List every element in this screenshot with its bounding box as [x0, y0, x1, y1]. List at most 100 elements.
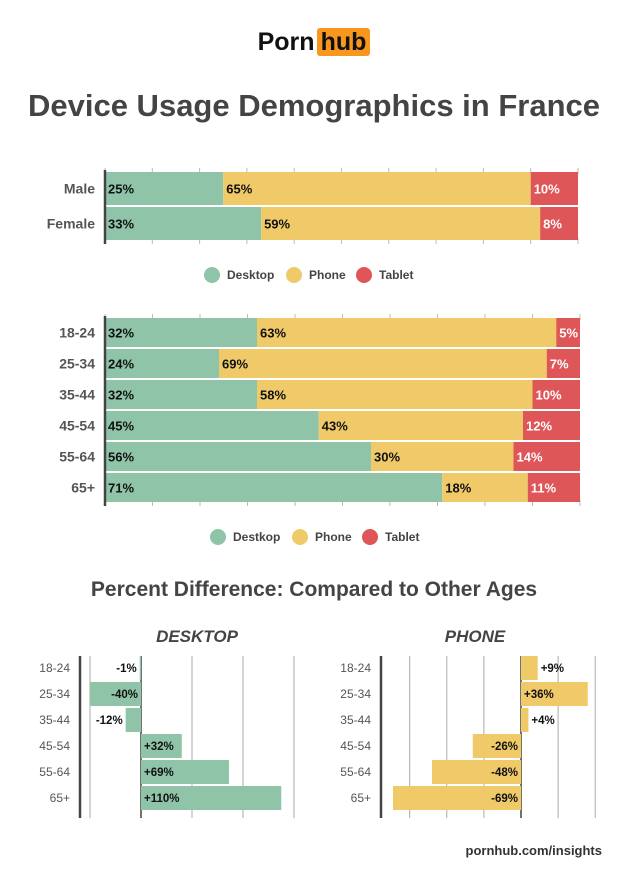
- category-label: Male: [64, 181, 95, 197]
- category-label: Female: [47, 216, 95, 232]
- data-label: 5%: [559, 326, 578, 341]
- bar: [139, 656, 141, 680]
- category-label: 25-34: [340, 687, 371, 701]
- category-label: 18-24: [59, 325, 95, 341]
- data-label: 11%: [531, 481, 557, 496]
- section-subtitle: Percent Difference: Compared to Other Ag…: [90, 578, 538, 601]
- bar: [472, 734, 521, 758]
- data-label: 63%: [260, 326, 286, 341]
- category-label: 45-54: [340, 739, 371, 753]
- legend-label: Destkop: [233, 530, 280, 544]
- bar-segment-phone: [223, 172, 531, 205]
- data-label: 14%: [517, 450, 543, 465]
- data-label: 24%: [108, 357, 134, 372]
- bar-segment-destkop: [105, 473, 443, 502]
- bar-segment-destkop: [105, 349, 219, 378]
- data-label: +69%: [144, 767, 174, 779]
- category-label: 55-64: [39, 765, 70, 779]
- data-label: -69%: [491, 793, 518, 805]
- data-label: +110%: [144, 793, 180, 805]
- legend-label: Phone: [309, 268, 346, 282]
- bar-segment-tablet: [523, 411, 580, 440]
- bar-segment-phone: [257, 318, 557, 347]
- data-label: 32%: [108, 326, 134, 341]
- data-label: +4%: [531, 715, 554, 727]
- data-label: 32%: [108, 388, 134, 403]
- data-label: 8%: [543, 217, 562, 232]
- data-label: 12%: [526, 419, 552, 434]
- data-label: 58%: [260, 388, 286, 403]
- legend-marker: [210, 529, 226, 545]
- bar-segment-desktop: [105, 172, 224, 205]
- legend-marker: [356, 267, 372, 283]
- bar-segment-phone: [261, 207, 541, 240]
- category-label: 55-64: [340, 765, 371, 779]
- bar-segment-tablet: [546, 349, 580, 378]
- bar: [431, 760, 521, 784]
- footer-link[interactable]: pornhub.com/insights: [465, 843, 603, 858]
- data-label: -12%: [96, 715, 123, 727]
- data-label: 10%: [534, 182, 560, 197]
- bar-segment-tablet: [527, 473, 580, 502]
- category-label: 65+: [351, 791, 371, 805]
- bar: [521, 656, 538, 680]
- bar: [141, 786, 282, 810]
- category-label: 65+: [50, 791, 70, 805]
- logo: Porn hub: [0, 28, 628, 57]
- data-label: 69%: [222, 357, 248, 372]
- data-label: 18%: [445, 481, 471, 496]
- category-label: 18-24: [39, 661, 70, 675]
- bar: [521, 682, 588, 706]
- bar: [125, 708, 141, 732]
- category-label: 65+: [71, 480, 95, 496]
- desktop-panel-title: DESKTOP: [156, 627, 238, 646]
- bar: [393, 786, 521, 810]
- category-label: 35-44: [59, 387, 95, 403]
- category-label: 45-54: [39, 739, 70, 753]
- bar: [141, 760, 229, 784]
- legend-label: Tablet: [385, 530, 419, 544]
- bar-segment-destkop: [105, 318, 257, 347]
- legend-marker: [286, 267, 302, 283]
- legend-label: Phone: [315, 530, 352, 544]
- page-title: Device Usage Demographics in France: [27, 88, 600, 123]
- data-label: 25%: [108, 182, 134, 197]
- bar-segment-tablet: [532, 380, 580, 409]
- bar-segment-tablet: [540, 207, 578, 240]
- logo-badge: hub: [316, 28, 371, 56]
- category-label: 25-34: [39, 687, 70, 701]
- legend-marker: [204, 267, 220, 283]
- bar: [141, 734, 182, 758]
- data-label: 59%: [264, 217, 290, 232]
- data-label: -48%: [491, 767, 518, 779]
- category-label: 18-24: [340, 661, 371, 675]
- legend-marker: [292, 529, 308, 545]
- bar-segment-phone: [219, 349, 547, 378]
- data-label: 56%: [108, 450, 134, 465]
- data-label: 7%: [550, 357, 569, 372]
- bar: [90, 682, 141, 706]
- data-label: 30%: [374, 450, 400, 465]
- bar-segment-tablet: [513, 442, 580, 471]
- data-label: -26%: [491, 741, 518, 753]
- bar-segment-destkop: [105, 380, 257, 409]
- data-label: 71%: [108, 481, 134, 496]
- category-label: 45-54: [59, 418, 95, 434]
- bar-segment-phone: [442, 473, 528, 502]
- bar-segment-phone: [371, 442, 514, 471]
- data-label: +32%: [144, 741, 174, 753]
- category-label: 35-44: [39, 713, 70, 727]
- data-label: +36%: [524, 689, 554, 701]
- data-label: -1%: [116, 663, 136, 675]
- data-label: 33%: [108, 217, 134, 232]
- bar-segment-phone: [257, 380, 533, 409]
- bar: [521, 708, 529, 732]
- phone-panel-title: PHONE: [444, 627, 506, 646]
- data-label: 65%: [226, 182, 252, 197]
- category-label: 55-64: [59, 449, 95, 465]
- bar-segment-desktop: [105, 207, 262, 240]
- bar-segment-destkop: [105, 442, 371, 471]
- data-label: +9%: [541, 663, 564, 675]
